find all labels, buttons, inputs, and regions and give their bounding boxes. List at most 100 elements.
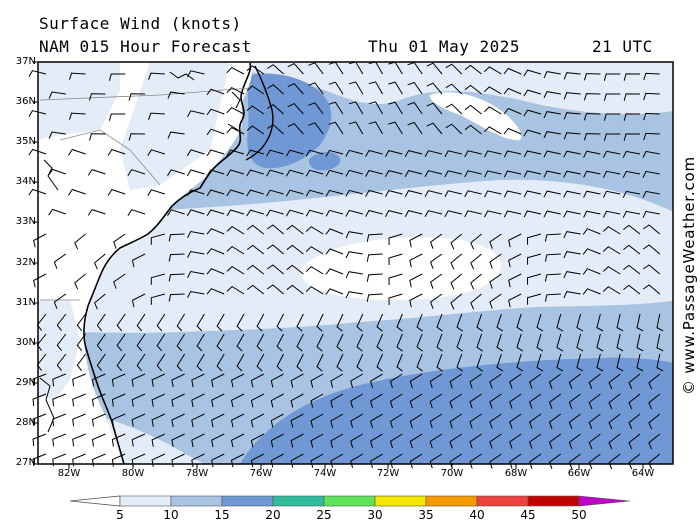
wind-barb-icon — [246, 65, 265, 75]
colorbar-bin-30 — [374, 495, 427, 507]
wind-barb-icon — [196, 333, 205, 352]
wind-barb-icon — [68, 112, 86, 120]
wind-barb-icon — [127, 209, 146, 216]
wind-barb-icon — [368, 81, 384, 95]
wind-barb-icon — [623, 284, 641, 295]
wind-barb-icon — [503, 170, 522, 178]
wind-band-15-patch — [308, 152, 341, 171]
wind-barb-icon — [483, 126, 502, 135]
wind-barb-icon — [111, 433, 126, 447]
wind-barb-icon — [516, 333, 524, 352]
wind-barb-icon — [107, 189, 126, 196]
wind-barb-icon — [582, 248, 601, 255]
wind-barb-icon — [503, 107, 522, 115]
wind-barb-icon — [636, 313, 644, 332]
wind-barb-icon — [276, 333, 285, 352]
wind-barb-icon — [643, 264, 661, 275]
wind-barb-icon — [449, 433, 463, 449]
wind-barb-icon — [216, 313, 225, 332]
wind-barb-icon — [608, 413, 621, 430]
wind-barb-icon — [167, 169, 185, 176]
wind-barb-icon — [526, 273, 542, 285]
wind-barb-icon — [206, 189, 225, 197]
wind-barb-icon — [305, 246, 324, 255]
wind-barb-icon — [148, 72, 165, 80]
wind-barb-icon — [426, 82, 443, 95]
wind-band-15-south — [240, 357, 673, 464]
wind-barb-icon — [470, 293, 482, 310]
wind-barb-icon — [388, 233, 403, 246]
wind-barb-icon — [267, 124, 284, 135]
wind-barb-icon — [582, 268, 601, 275]
lat-label: 34N — [15, 176, 36, 187]
wind-barb-icon — [74, 273, 86, 290]
wind-barb-icon — [388, 101, 403, 115]
wind-barb-icon — [171, 413, 185, 427]
wind-barb-icon — [168, 253, 185, 262]
wind-barb-icon — [366, 273, 383, 282]
wind-band-5-north — [40, 62, 673, 115]
lon-label: 68W — [504, 468, 528, 479]
wind-barb-icon — [370, 393, 383, 409]
wind-barb-icon — [206, 149, 225, 157]
wind-barb-icon — [489, 233, 502, 249]
wind-barb-icon — [285, 189, 304, 197]
wind-barb-icon — [52, 373, 66, 387]
wind-barb-icon — [356, 313, 364, 332]
wind-barb-icon — [108, 113, 126, 121]
wind-barb-icon — [388, 81, 403, 95]
wind-barb-icon — [226, 169, 245, 177]
wind-barb-icon — [250, 373, 265, 388]
wind-barb-icon — [388, 293, 403, 306]
lat-label: 37N — [15, 56, 36, 67]
wind-barb-icon — [543, 190, 561, 198]
wind-barb-icon — [384, 150, 403, 157]
wind-barb-icon — [426, 102, 443, 115]
wind-barb-icon — [191, 433, 205, 448]
wind-barb-icon — [285, 209, 304, 217]
wind-barb-icon — [489, 293, 502, 309]
wind-barb-icon — [226, 189, 245, 197]
wind-barb-icon — [396, 313, 403, 332]
wind-barb-icon — [563, 112, 581, 120]
wind-barb-icon — [526, 253, 542, 265]
wind-barb-icon — [388, 273, 403, 286]
wind-barb-icon — [56, 353, 67, 372]
wind-barb-icon — [330, 393, 344, 408]
wind-barb-icon — [528, 433, 542, 449]
wind-barb-icon — [111, 413, 126, 427]
wind-barb-icon — [287, 102, 304, 115]
wind-barb-icon — [636, 333, 644, 352]
colorbar-label: 10 — [163, 508, 179, 522]
wind-barb-icon — [151, 373, 166, 387]
wind-barb-icon — [563, 251, 581, 259]
wind-barb-icon — [74, 233, 86, 250]
wind-barb-icon — [543, 111, 561, 119]
wind-barb-icon — [56, 333, 67, 352]
wind-barb-icon — [544, 273, 561, 282]
wind-barb-icon — [602, 286, 621, 295]
lat-label: 29N — [15, 377, 36, 388]
wind-barb-icon — [226, 86, 245, 95]
wind-barb-icon — [543, 71, 561, 79]
wind-barb-icon — [336, 333, 344, 352]
wind-barb-icon — [356, 333, 364, 352]
wind-barb-icon — [296, 353, 304, 372]
wind-barb-icon — [310, 453, 324, 468]
wind-barb-icon — [528, 373, 542, 389]
wind-barb-icon — [528, 413, 542, 429]
wind-barb-icon — [648, 373, 661, 390]
wind-barb-icon — [602, 170, 621, 178]
wind-barb-icon — [563, 150, 581, 158]
wind-barb-icon — [290, 413, 304, 428]
wind-barb-icon — [450, 273, 463, 290]
wind-barb-icon — [176, 353, 186, 372]
wind-barb-icon — [489, 433, 502, 449]
wind-barb-icon — [370, 373, 383, 389]
colorbar-bin-10 — [170, 495, 223, 507]
wind-barb-icon — [503, 87, 522, 95]
wind-barb-icon — [89, 93, 106, 101]
wind-barb-icon — [266, 149, 284, 157]
wind-barb-icon — [370, 453, 383, 469]
wind-barb-icon — [365, 169, 383, 177]
